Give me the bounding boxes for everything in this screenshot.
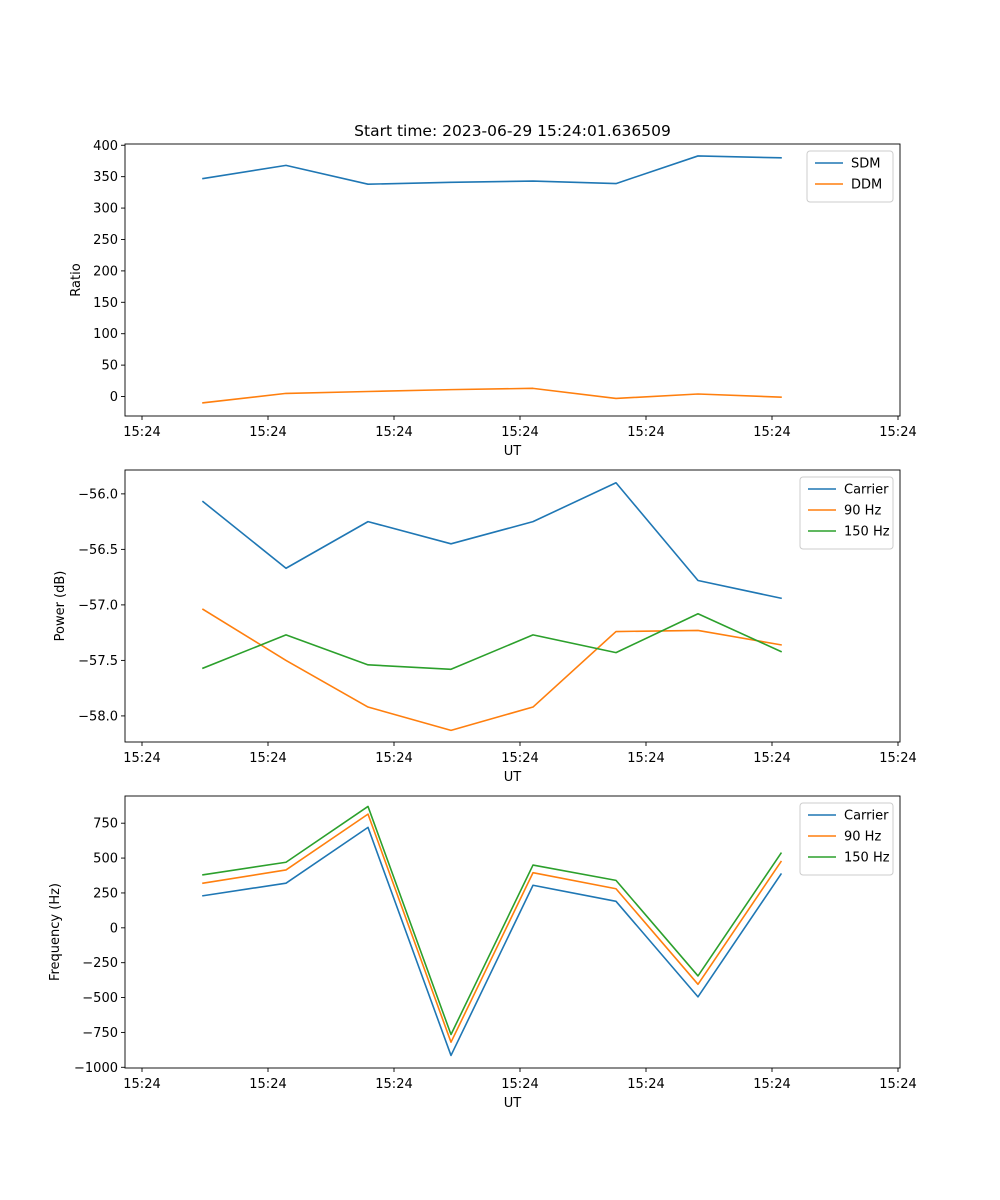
series-line-carrier — [202, 826, 783, 1057]
x-tick-label: 15:24 — [501, 751, 538, 766]
x-tick-label: 15:24 — [375, 751, 412, 766]
y-axis-label: Power (dB) — [53, 571, 68, 642]
legend-entry: 90 Hz — [844, 830, 881, 845]
x-tick-label: 15:24 — [627, 425, 664, 440]
y-axis-label: Ratio — [69, 263, 84, 296]
y-tick-label: 250 — [93, 233, 118, 248]
x-tick-label: 15:24 — [627, 1077, 664, 1092]
subplot-3: 15:24 15:24 15:24 15:24 15:24 15:24 15:24 −1000… — [48, 795, 917, 1111]
series-line-sdm — [202, 155, 782, 185]
x-tick-label: 15:24 — [123, 751, 160, 766]
x-tick-label: 15:24 — [501, 1077, 538, 1092]
legend-entry: Carrier — [844, 809, 889, 824]
y-tick-label: 400 — [93, 139, 118, 154]
x-tick-label: 15:24 — [375, 425, 412, 440]
axes-frame — [124, 795, 901, 1069]
y-tick-label: 350 — [93, 170, 118, 185]
y-axis-label: Frequency (Hz) — [48, 883, 63, 981]
x-tick-label: 15:24 — [501, 425, 538, 440]
plots: 15:24 15:24 15:24 15:24 15:24 15:24 15:24 0 50 10… — [48, 139, 917, 1111]
y-tick-label: −250 — [82, 956, 118, 971]
legend-entry: DDM — [851, 178, 882, 193]
series-line-90-hz — [201, 608, 782, 732]
y-tick-label: 100 — [93, 327, 118, 342]
legend: Carrier 90 Hz 150 Hz — [799, 476, 894, 550]
x-axis-label: UT — [504, 444, 522, 459]
x-tick-label: 15:24 — [753, 425, 790, 440]
x-tick-label: 15:24 — [753, 1077, 790, 1092]
subplot-1: 15:24 15:24 15:24 15:24 15:24 15:24 15:24 0 50 10… — [69, 139, 917, 459]
y-tick-label: −500 — [82, 991, 118, 1006]
x-tick-label: 15:24 — [879, 1077, 916, 1092]
legend-entry: Carrier — [844, 483, 889, 498]
legend-entry: 90 Hz — [844, 504, 881, 519]
y-tick-label: −56.5 — [78, 543, 118, 558]
y-tick-label: −57.5 — [78, 654, 118, 669]
y-tick-label: 500 — [93, 852, 118, 867]
x-tick-label: 15:24 — [375, 1077, 412, 1092]
x-tick-label: 15:24 — [879, 751, 916, 766]
legend: Carrier 90 Hz 150 Hz — [799, 802, 894, 876]
chart-title: Start time: 2023-06-29 15:24:01.636509 — [354, 122, 671, 140]
series-line-ddm — [202, 387, 782, 404]
y-tick-label: −57.0 — [78, 598, 118, 613]
axes-frame — [124, 143, 901, 417]
series-line-150-hz — [202, 805, 783, 1036]
series-line-90-hz — [202, 813, 783, 1043]
x-tick-label: 15:24 — [753, 751, 790, 766]
x-tick-label: 15:24 — [879, 425, 916, 440]
y-tick-label: 0 — [110, 921, 118, 936]
y-tick-label: 200 — [93, 264, 118, 279]
x-axis-label: UT — [504, 1096, 522, 1111]
y-tick-label: 50 — [101, 359, 118, 374]
x-tick-label: 15:24 — [123, 425, 160, 440]
x-axis-label: UT — [504, 770, 522, 785]
series-line-carrier — [201, 481, 782, 600]
subplot-2: 15:24 15:24 15:24 15:24 15:24 15:24 15:24 −58.0… — [53, 469, 917, 785]
y-tick-label: −1000 — [74, 1061, 118, 1076]
x-tick-label: 15:24 — [123, 1077, 160, 1092]
x-tick-label: 15:24 — [627, 751, 664, 766]
x-tick-label: 15:24 — [249, 425, 286, 440]
axes-frame — [124, 469, 901, 743]
x-tick-label: 15:24 — [249, 751, 286, 766]
y-tick-label: 750 — [93, 817, 118, 832]
legend: SDM DDM — [806, 150, 894, 203]
x-tick-label: 15:24 — [249, 1077, 286, 1092]
legend-entry: SDM — [851, 157, 880, 172]
y-tick-label: 0 — [110, 390, 118, 405]
series-line-150-hz — [201, 612, 783, 671]
y-tick-label: −58.0 — [78, 709, 118, 724]
y-tick-label: −56.0 — [78, 487, 118, 502]
legend-entry: 150 Hz — [844, 851, 890, 866]
y-tick-label: 250 — [93, 886, 118, 901]
y-tick-label: 300 — [93, 202, 118, 217]
legend-entry: 150 Hz — [844, 525, 890, 540]
y-tick-label: 150 — [93, 296, 118, 311]
y-tick-label: −750 — [82, 1026, 118, 1041]
